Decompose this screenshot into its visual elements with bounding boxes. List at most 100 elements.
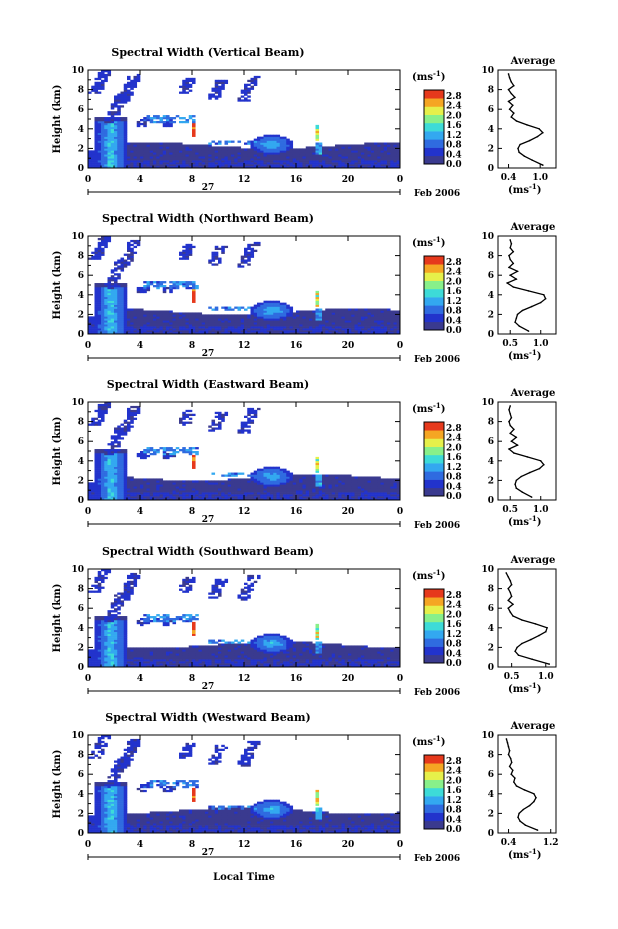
heatmap-cell [224,482,229,485]
heatmap-cell [101,405,105,409]
heatmap-cell [117,117,121,120]
heatmap-cell [240,265,245,268]
heatmap-cell [117,496,121,499]
heatmap-cell [120,128,125,132]
heatmap-cell [383,150,388,153]
heatmap-cell [396,316,401,319]
heatmap-cell [341,322,346,325]
heatmap-cell [250,494,255,497]
heatmap-cell [140,310,144,313]
heatmap-cell [175,164,180,167]
heatmap-cell [374,490,378,493]
heatmap-cell [361,144,365,147]
heatmap-cell [367,328,372,331]
heatmap-cell [162,328,167,331]
heatmap-cell [94,478,99,481]
heatmap-cell [107,405,112,409]
heatmap-cell [351,154,355,157]
heatmap-cell [344,166,349,169]
heatmap-cell [101,249,105,252]
heatmap-cell [364,164,368,167]
heatmap-cell [289,144,294,147]
heatmap-cell [208,154,212,157]
heatmap-cell [156,166,160,169]
heatmap-cell [88,156,92,159]
heatmap-cell [237,158,242,161]
average-frame [497,69,557,169]
heatmap-cell [335,482,339,485]
heatmap-cell [257,158,261,161]
heatmap-cell [286,332,290,335]
heatmap-cell [179,488,183,491]
heatmap-cell [149,447,154,450]
heatmap-cell [120,91,125,94]
heatmap-cell [94,148,99,151]
heatmap-cell [341,150,346,153]
heatmap-cell [149,328,154,331]
heatmap-cell [283,302,287,305]
heatmap-cell [175,498,180,501]
heatmap-cell [331,476,336,479]
heatmap-cell [192,330,196,333]
heatmap-cell [182,314,186,317]
heatmap-cell [322,496,326,499]
heatmap-cell [240,429,245,432]
heatmap-cell [117,332,121,335]
heatmap-cell [107,277,112,280]
heatmap-cell [214,494,219,497]
heatmap-cell [240,162,245,165]
heatmap-cell [117,451,121,454]
heatmap-cell [315,142,320,145]
heatmap-cell [247,332,251,335]
heatmap-cell [182,324,186,327]
heatmap-cell [117,146,121,149]
heatmap-cell [208,314,212,317]
heatmap-cell [383,320,388,323]
heatmap-cell [221,490,225,493]
heatmap-cell [218,332,222,335]
heatmap-cell [344,474,349,477]
heatmap-cell [130,498,134,501]
heatmap-cell [107,298,112,301]
heatmap-cell [104,140,108,143]
heatmap-cell [227,314,232,317]
heatmap-cell [130,312,134,315]
heatmap-cell [166,286,170,290]
heatmap-cell [136,154,141,157]
heatmap-cell [335,326,339,329]
heatmap-cell [348,308,352,311]
heatmap-cell [270,310,274,313]
heatmap-cell [110,312,115,315]
heatmap-cell [214,482,219,485]
heatmap-cell [101,490,105,493]
heatmap-cell [318,152,323,155]
heatmap-cell [101,71,105,75]
heatmap-cell [331,146,336,149]
heatmap-cell [120,456,125,460]
heatmap-cell [88,324,92,327]
heatmap-cell [123,452,128,456]
heatmap-cell [357,152,362,155]
heatmap-cell [270,162,274,165]
heatmap-cell [123,150,128,153]
heatmap-cell [338,166,342,169]
heatmap-cell [322,482,326,485]
average-profile-point [517,147,519,150]
heatmap-cell [234,324,238,327]
heatmap-cell [130,496,134,499]
heatmap-cell [354,156,359,159]
heatmap-cell [166,320,170,323]
heatmap-cell [97,484,102,487]
heatmap-cell [185,486,190,489]
heatmap-cell [221,482,225,485]
heatmap-cell [221,314,225,317]
heatmap-cell [283,330,287,333]
heatmap-cell [104,454,108,458]
heatmap-cell [286,140,290,143]
heatmap-cell [292,330,297,333]
heatmap-cell [153,150,157,153]
heatmap-cell [211,480,216,483]
average-profile-point [515,120,518,122]
average-unit-base: (ms [508,351,529,362]
heatmap-cell [120,142,125,145]
